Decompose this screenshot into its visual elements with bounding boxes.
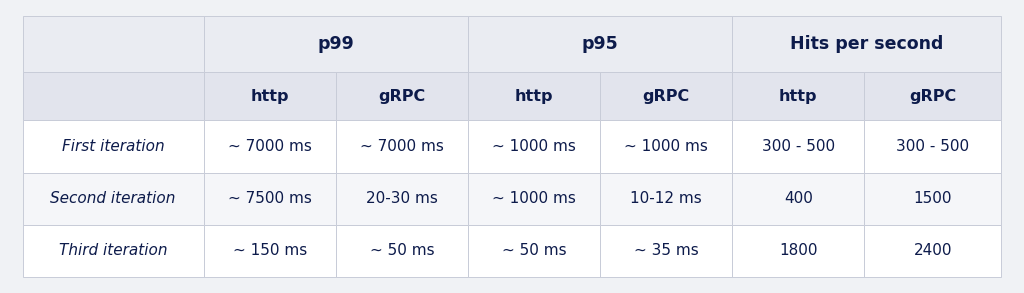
Text: ~ 7000 ms: ~ 7000 ms bbox=[359, 139, 443, 154]
Bar bbox=[336, 173, 468, 225]
Text: 2400: 2400 bbox=[913, 243, 952, 258]
Bar bbox=[336, 225, 468, 277]
Text: 20-30 ms: 20-30 ms bbox=[366, 191, 438, 206]
Text: ~ 50 ms: ~ 50 ms bbox=[502, 243, 566, 258]
Text: ~ 7000 ms: ~ 7000 ms bbox=[227, 139, 311, 154]
Text: p95: p95 bbox=[582, 35, 618, 53]
Bar bbox=[204, 225, 336, 277]
Bar bbox=[468, 120, 600, 173]
Text: Second iteration: Second iteration bbox=[50, 191, 176, 206]
Bar bbox=[732, 225, 864, 277]
Bar bbox=[468, 72, 600, 120]
Bar bbox=[600, 120, 732, 173]
Bar bbox=[23, 72, 204, 120]
Bar bbox=[204, 16, 468, 72]
Text: ~ 35 ms: ~ 35 ms bbox=[634, 243, 698, 258]
Text: 1500: 1500 bbox=[913, 191, 952, 206]
Bar bbox=[468, 173, 600, 225]
Bar bbox=[864, 120, 1001, 173]
Text: http: http bbox=[779, 89, 817, 104]
Bar bbox=[468, 225, 600, 277]
Text: ~ 7500 ms: ~ 7500 ms bbox=[227, 191, 311, 206]
Text: ~ 50 ms: ~ 50 ms bbox=[370, 243, 434, 258]
Text: p99: p99 bbox=[317, 35, 354, 53]
Text: Hits per second: Hits per second bbox=[791, 35, 943, 53]
Bar bbox=[864, 225, 1001, 277]
Bar bbox=[23, 173, 204, 225]
Text: 300 - 500: 300 - 500 bbox=[762, 139, 835, 154]
Bar bbox=[468, 16, 732, 72]
Text: First iteration: First iteration bbox=[61, 139, 165, 154]
Text: ~ 1000 ms: ~ 1000 ms bbox=[493, 191, 575, 206]
Text: ~ 150 ms: ~ 150 ms bbox=[232, 243, 307, 258]
Bar bbox=[732, 173, 864, 225]
Bar bbox=[204, 72, 336, 120]
Bar bbox=[336, 72, 468, 120]
Bar bbox=[600, 72, 732, 120]
Bar bbox=[23, 120, 204, 173]
Text: gRPC: gRPC bbox=[642, 89, 690, 104]
Bar bbox=[864, 72, 1001, 120]
Text: 1800: 1800 bbox=[779, 243, 817, 258]
Bar bbox=[23, 16, 204, 72]
Text: 10-12 ms: 10-12 ms bbox=[631, 191, 702, 206]
Bar bbox=[864, 173, 1001, 225]
Bar bbox=[23, 225, 204, 277]
Text: gRPC: gRPC bbox=[378, 89, 426, 104]
Text: 300 - 500: 300 - 500 bbox=[896, 139, 970, 154]
Text: Third iteration: Third iteration bbox=[58, 243, 167, 258]
Bar bbox=[732, 120, 864, 173]
Bar bbox=[600, 225, 732, 277]
Bar bbox=[600, 173, 732, 225]
Text: 400: 400 bbox=[784, 191, 813, 206]
Text: gRPC: gRPC bbox=[909, 89, 956, 104]
Bar bbox=[204, 173, 336, 225]
Text: ~ 1000 ms: ~ 1000 ms bbox=[493, 139, 575, 154]
Text: http: http bbox=[251, 89, 289, 104]
Text: ~ 1000 ms: ~ 1000 ms bbox=[625, 139, 709, 154]
Bar bbox=[732, 16, 1001, 72]
Text: http: http bbox=[515, 89, 553, 104]
Bar bbox=[204, 120, 336, 173]
Bar bbox=[732, 72, 864, 120]
Bar bbox=[336, 120, 468, 173]
